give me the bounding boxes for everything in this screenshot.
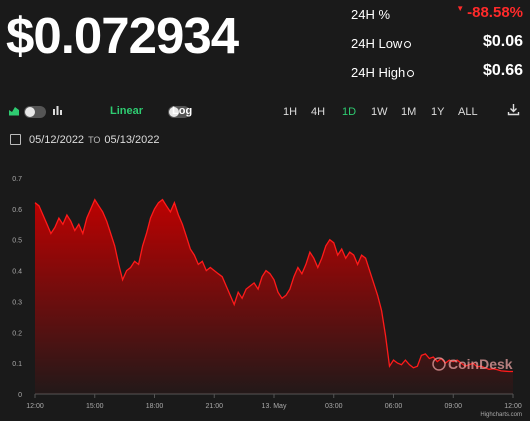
- range-all[interactable]: ALL: [458, 106, 478, 118]
- stat-24h-change: 24H % ▼ -88.58%: [351, 4, 523, 33]
- y-tick-label: 0.7: [12, 176, 22, 183]
- download-icon[interactable]: [507, 103, 520, 119]
- y-axis: 0 0.1 0.2 0.3 0.4 0.5 0.6 0.7: [12, 176, 22, 399]
- range-1m[interactable]: 1M: [401, 106, 417, 118]
- stat-24h-low: 24H Low $0.06: [351, 33, 523, 62]
- info-icon[interactable]: [404, 41, 412, 49]
- info-icon[interactable]: [407, 70, 415, 78]
- area-chart-icon[interactable]: [8, 104, 20, 119]
- x-tick-label: 03:00: [325, 403, 343, 410]
- svg-text:CoinDesk: CoinDesk: [448, 356, 513, 372]
- scale-log-label[interactable]: Log: [172, 105, 193, 117]
- x-tick-label: 12:00: [26, 403, 44, 410]
- price-line: [34, 198, 513, 373]
- coindesk-watermark: CoinDesk: [432, 356, 513, 372]
- price-area-fill: [35, 199, 513, 394]
- down-triangle-icon: ▼: [456, 4, 465, 13]
- y-tick-label: 0.6: [12, 207, 22, 214]
- y-tick-label: 0.1: [12, 361, 22, 368]
- stat-value: $0.66: [482, 62, 523, 79]
- x-tick-label: 18:00: [146, 403, 164, 410]
- chart-credit: Highcharts.com: [480, 412, 522, 418]
- current-price: $0.072934: [6, 7, 239, 64]
- date-from[interactable]: 05/12/2022: [29, 134, 85, 146]
- y-tick-label: 0.5: [12, 238, 22, 245]
- y-tick-label: 0.3: [12, 299, 22, 306]
- x-tick-label: 09:00: [444, 403, 462, 410]
- bar-chart-icon[interactable]: [52, 104, 63, 119]
- date-to[interactable]: 05/13/2022: [104, 134, 160, 146]
- date-to-label: TO: [88, 135, 101, 145]
- y-tick-label: 0.4: [12, 269, 22, 276]
- x-tick-label: 21:00: [205, 403, 223, 410]
- price-chart[interactable]: 0 0.1 0.2 0.3 0.4 0.5 0.6 0.7 12:00 15:00 18:00 21…: [0, 160, 530, 420]
- stat-label: 24H %: [351, 7, 391, 22]
- stat-label: 24H High: [351, 65, 415, 80]
- range-1d[interactable]: 1D: [342, 106, 357, 118]
- stat-value: $0.06: [482, 33, 523, 50]
- chart-toolbar: Linear Log 1H 4H 1D 1W 1M 1Y ALL: [0, 102, 530, 122]
- range-1w[interactable]: 1W: [371, 106, 388, 118]
- range-1y[interactable]: 1Y: [431, 106, 445, 118]
- y-tick-label: 0: [18, 392, 22, 399]
- stat-value: ▼ -88.58%: [456, 4, 523, 21]
- range-1h[interactable]: 1H: [283, 106, 298, 118]
- x-tick-label: 13. May: [262, 403, 287, 410]
- chart-type-toggle[interactable]: [24, 106, 46, 119]
- stat-24h-high: 24H High $0.66: [351, 62, 523, 91]
- date-range[interactable]: 05/12/2022 TO 05/13/2022: [10, 133, 160, 146]
- x-tick-label: 06:00: [385, 403, 403, 410]
- scale-toggle[interactable]: [168, 106, 191, 119]
- calendar-icon[interactable]: [10, 133, 21, 145]
- stats-panel: 24H % ▼ -88.58% 24H Low $0.06 24H High $0…: [351, 4, 523, 91]
- x-tick-label: 12:00: [504, 403, 522, 410]
- stat-label: 24H Low: [351, 36, 412, 51]
- scale-linear-label[interactable]: Linear: [110, 105, 144, 117]
- y-tick-label: 0.2: [12, 330, 22, 337]
- x-tick-label: 15:00: [86, 403, 104, 410]
- x-axis: 12:00 15:00 18:00 21:00 13. May 03:00 06:00 09:…: [26, 393, 522, 410]
- range-4h[interactable]: 4H: [311, 106, 326, 118]
